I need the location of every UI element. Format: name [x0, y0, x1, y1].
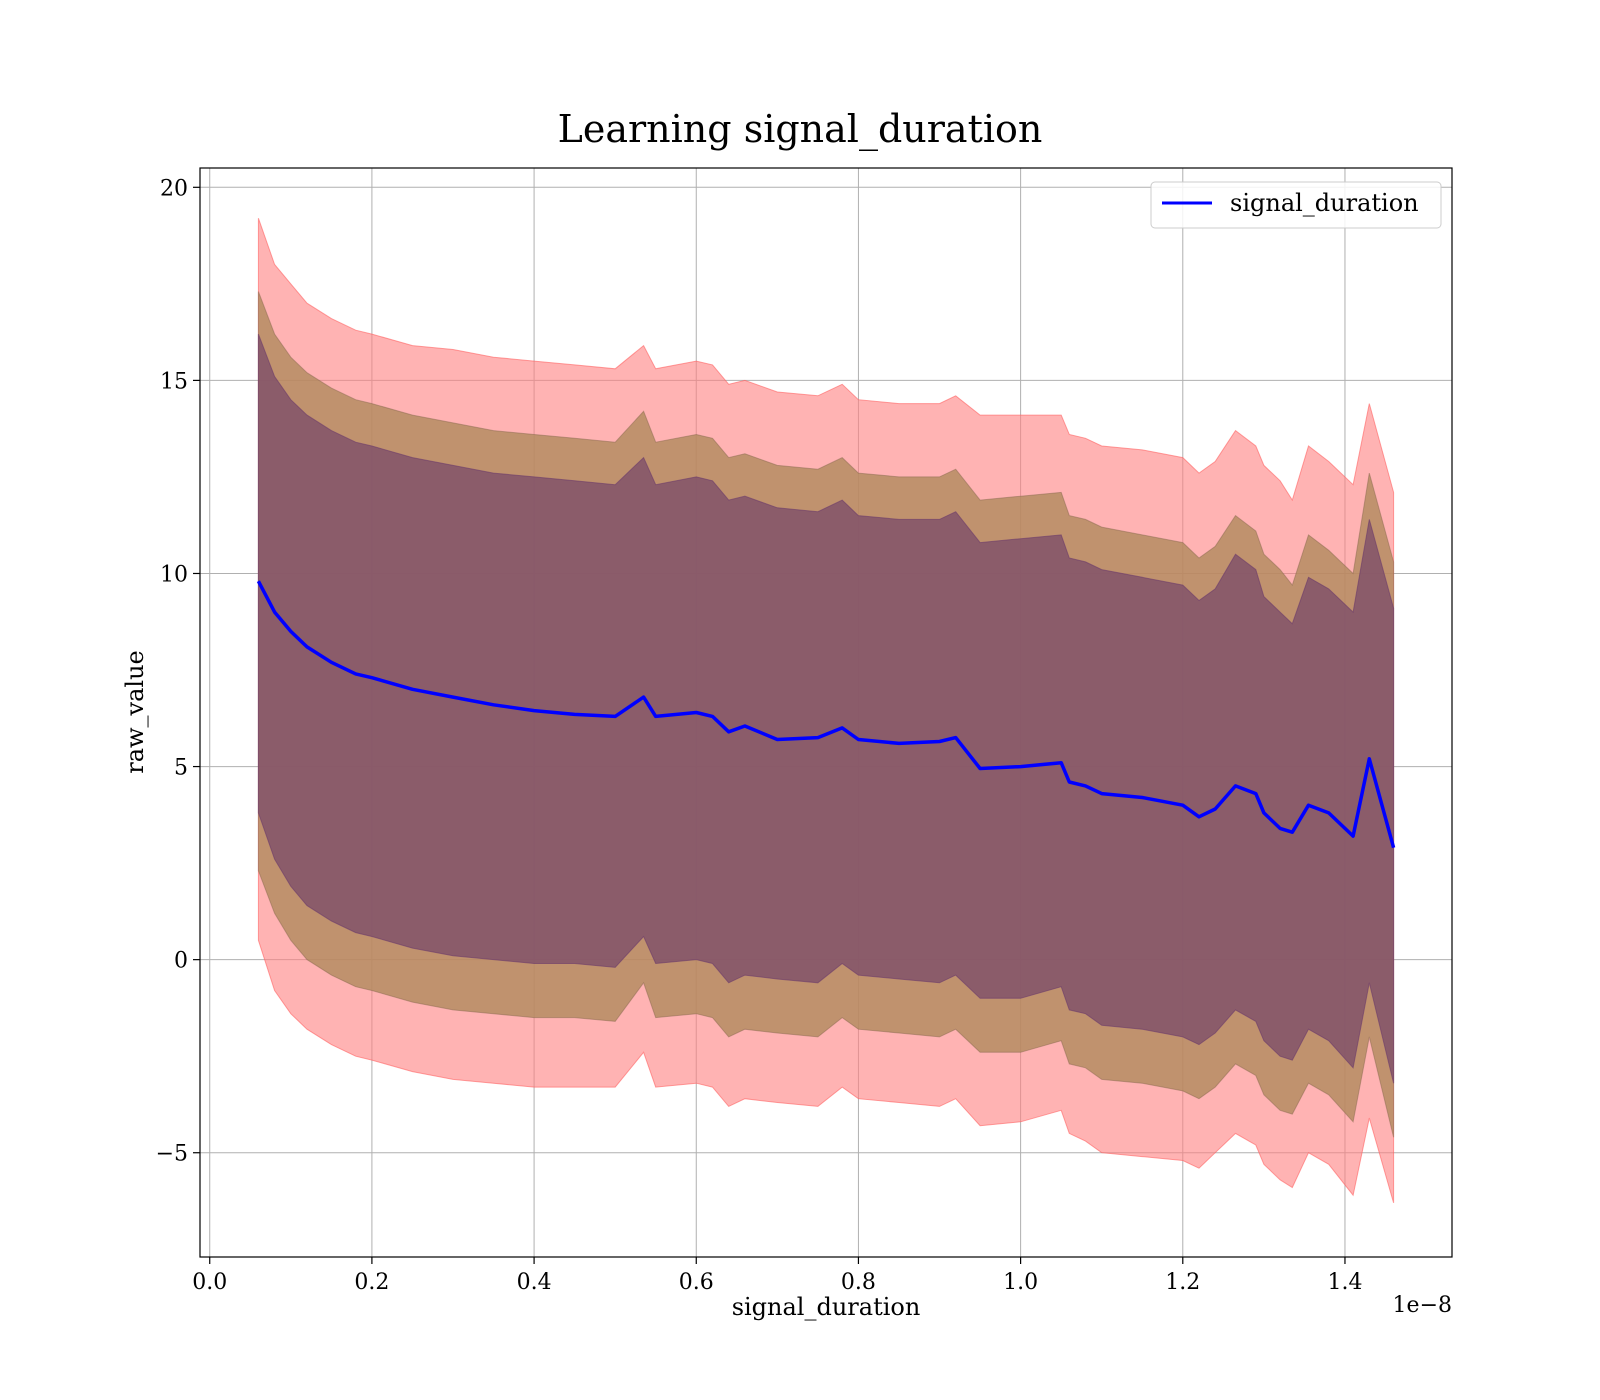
- x-tick-label: 0.0: [192, 1270, 227, 1295]
- series-lines: [256, 580, 1396, 849]
- y-axis-label: raw_value: [121, 650, 149, 774]
- x-tick-label: 0.2: [354, 1270, 389, 1295]
- x-tick-label: 1.0: [1003, 1270, 1038, 1295]
- x-axis-label: signal_duration: [732, 1293, 921, 1321]
- legend-label: signal_duration: [1230, 189, 1419, 217]
- y-tick-label: 20: [160, 176, 188, 201]
- band-inner: [257, 333, 1395, 1084]
- series-line-signal-duration: [256, 580, 1396, 849]
- legend: signal_duration: [1150, 181, 1442, 229]
- y-tick-label: 5: [174, 756, 188, 781]
- x-tick-label: 0.4: [517, 1270, 552, 1295]
- y-tick-label: 10: [160, 562, 188, 587]
- plot-frame: [199, 167, 1453, 1258]
- y-tick-label: 15: [160, 369, 188, 394]
- confidence-bands: [257, 218, 1395, 1204]
- legend-box: [1150, 181, 1442, 229]
- x-tick-label: 1.4: [1327, 1270, 1362, 1295]
- x-axis-offset-text: 1e−8: [1393, 1293, 1452, 1318]
- y-axis-ticks: −5 0 5 10 15 20: [156, 176, 200, 1167]
- x-tick-label: 1.2: [1165, 1270, 1200, 1295]
- y-tick-label: −5: [156, 1142, 188, 1167]
- x-tick-label: 0.6: [679, 1270, 714, 1295]
- x-tick-label: 0.8: [841, 1270, 876, 1295]
- chart-title: Learning signal_duration: [558, 107, 1043, 152]
- x-axis-ticks: 0.0 0.2 0.4 0.6 0.8 1.0 1.2 1.4: [192, 1257, 1362, 1295]
- y-tick-label: 0: [174, 949, 188, 974]
